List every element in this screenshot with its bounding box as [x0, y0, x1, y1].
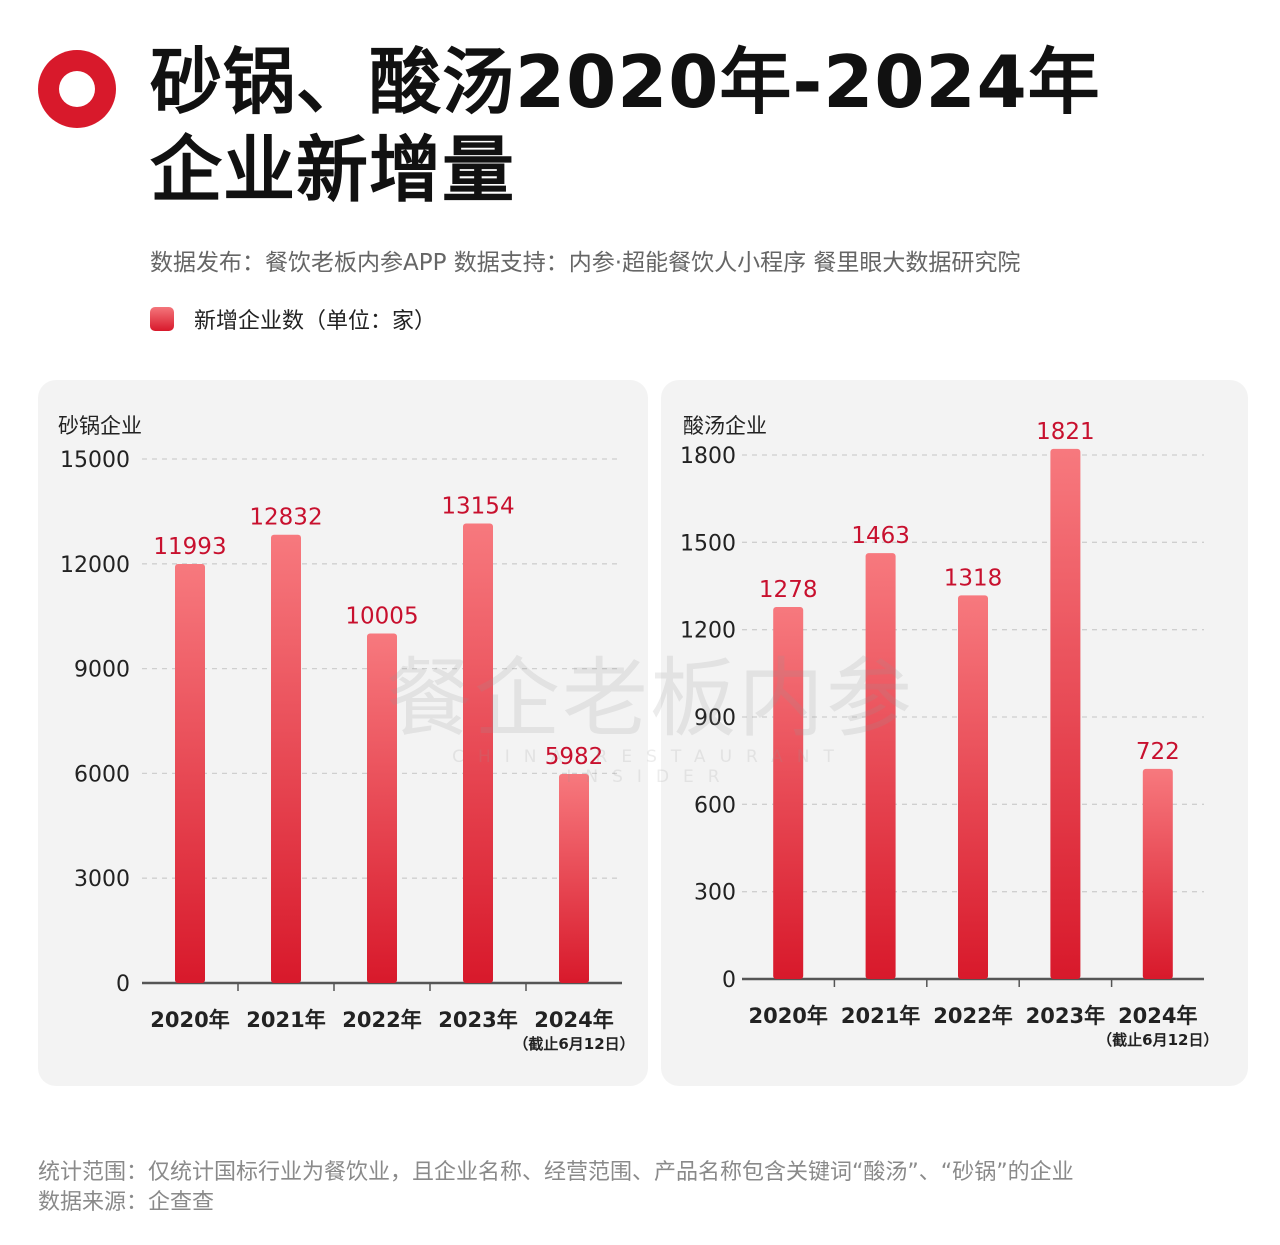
bar	[1142, 768, 1173, 979]
bar-chart-shaguo: 砂锅企业 0 3000 6000 9000 12000 15000 11993 2020年 128…	[58, 414, 635, 1053]
data-label: 1821	[1036, 419, 1095, 445]
data-source-line: 数据发布：餐饮老板内参APP 数据支持：内参·超能餐饮人小程序 餐里眼大数据研究…	[150, 250, 1021, 276]
data-label: 1318	[944, 565, 1003, 591]
x-category-label: 2023年	[1026, 1004, 1105, 1028]
x-category-note: （截止6月12日）	[513, 1035, 634, 1053]
legend-swatch	[150, 307, 174, 331]
bar	[463, 523, 493, 983]
x-category-label: 2021年	[841, 1004, 920, 1028]
y-tick-label: 15000	[60, 448, 130, 473]
x-category-label: 2022年	[933, 1004, 1012, 1028]
bar	[773, 606, 804, 979]
x-category-label: 2023年	[438, 1008, 517, 1032]
x-category-label: 2021年	[246, 1008, 325, 1032]
data-label: 10005	[345, 603, 418, 629]
chart-title: 砂锅企业	[58, 414, 142, 438]
y-tick-label: 600	[694, 793, 736, 818]
page-title: 砂锅、酸汤2020年-2024年 企业新增量	[150, 38, 1250, 214]
y-tick-label: 300	[694, 881, 736, 906]
bar	[271, 534, 301, 983]
x-category-label: 2022年	[342, 1008, 421, 1032]
chart-title: 酸汤企业	[683, 414, 767, 438]
footnote-scope: 统计范围：仅统计国标行业为餐饮业，且企业名称、经营范围、产品名称包含关键词“酸汤…	[38, 1160, 1074, 1185]
y-tick-label: 9000	[74, 658, 130, 683]
data-label: 11993	[153, 534, 226, 560]
bar	[367, 633, 397, 983]
chart-panel-shaguo: 砂锅企业 0 3000 6000 9000 12000 15000 11993 2020年 128…	[38, 380, 648, 1086]
bar	[559, 774, 589, 983]
bar	[958, 595, 988, 979]
x-category-note: （截止6月12日）	[1097, 1031, 1218, 1049]
data-label: 722	[1136, 739, 1180, 765]
chart-panel-suantang: 酸汤企业 0 300 600 900 1200 1500 1800 1278 2020年 1463 2…	[661, 380, 1248, 1086]
bar	[1050, 448, 1081, 979]
x-category-label: 2020年	[150, 1008, 229, 1032]
title-ring-icon	[38, 50, 116, 128]
data-label: 13154	[441, 493, 514, 519]
y-tick-label: 12000	[60, 553, 130, 578]
legend-label: 新增企业数（单位：家）	[194, 309, 437, 334]
data-label: 1463	[851, 523, 910, 549]
y-tick-label: 6000	[74, 762, 130, 787]
chart-legend: 新增企业数（单位：家）	[150, 303, 436, 335]
data-label: 5982	[545, 744, 604, 770]
y-tick-label: 0	[722, 968, 736, 993]
bar	[865, 553, 896, 979]
x-category-label: 2024年	[1118, 1004, 1197, 1028]
y-tick-label: 0	[116, 972, 130, 997]
bar	[175, 564, 205, 983]
bar-chart-suantang: 酸汤企业 0 300 600 900 1200 1500 1800 1278 2020年 1463 2…	[680, 414, 1218, 1049]
footnote-data-source: 数据来源：企查查	[38, 1190, 215, 1215]
y-tick-label: 900	[694, 706, 736, 731]
y-tick-label: 1800	[680, 444, 736, 469]
y-tick-label: 3000	[74, 867, 130, 892]
x-category-label: 2020年	[748, 1004, 827, 1028]
x-category-label: 2024年	[534, 1008, 613, 1032]
data-label: 12832	[249, 505, 322, 531]
y-tick-label: 1500	[680, 531, 736, 556]
footnote: 统计范围：仅统计国标行业为餐饮业，且企业名称、经营范围、产品名称包含关键词“酸汤…	[38, 1158, 1074, 1218]
title-line-2: 企业新增量	[150, 128, 516, 212]
title-line-1: 砂锅、酸汤2020年-2024年	[150, 40, 1101, 124]
y-tick-label: 1200	[680, 619, 736, 644]
data-label: 1278	[759, 577, 818, 603]
